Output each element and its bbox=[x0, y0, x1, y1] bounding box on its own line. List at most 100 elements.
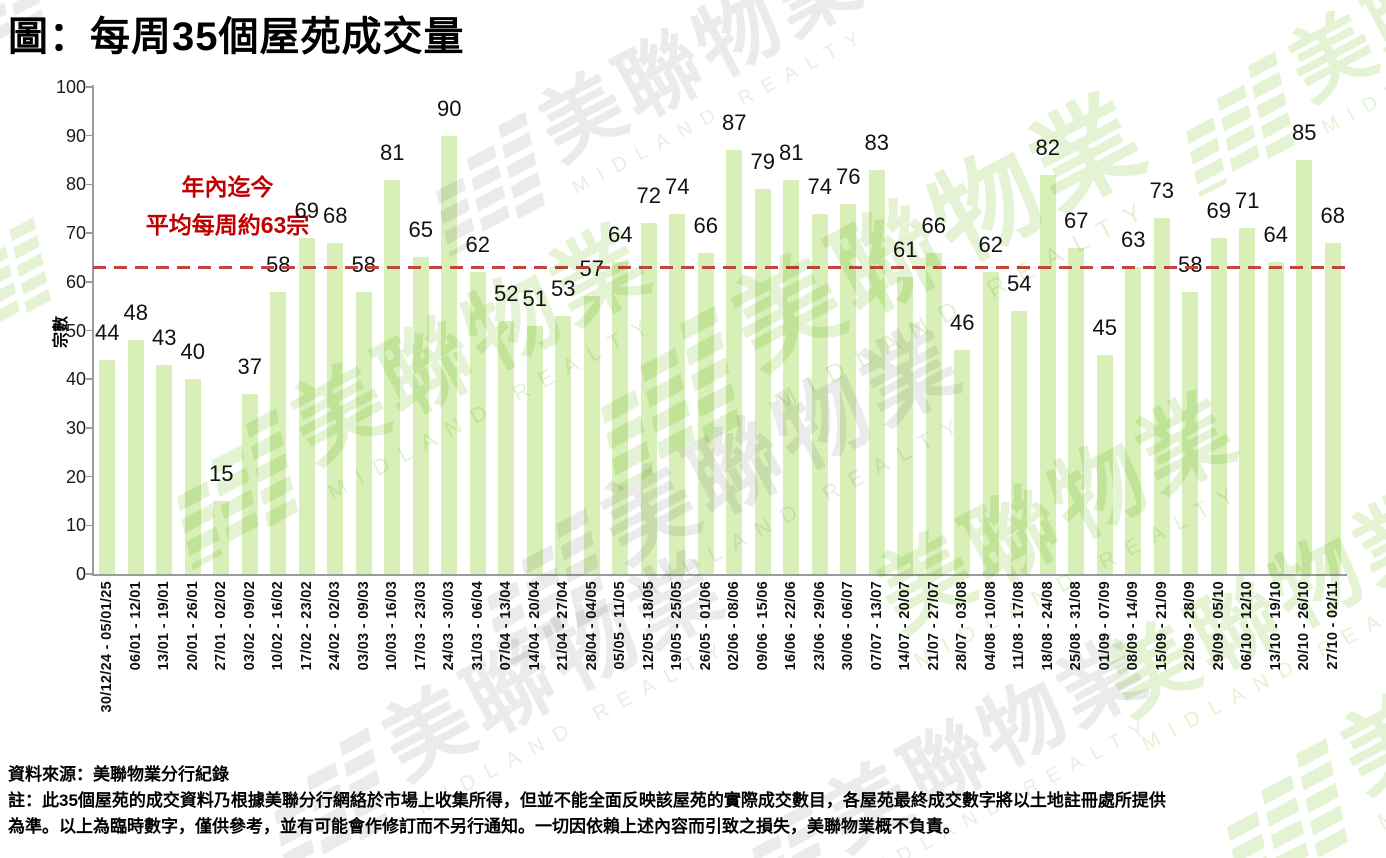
bar bbox=[384, 179, 401, 574]
y-tick bbox=[86, 573, 93, 575]
x-axis-label: 27/10 - 02/11 bbox=[1324, 581, 1341, 670]
y-tick-label: 80 bbox=[65, 174, 86, 195]
bar bbox=[355, 291, 372, 574]
bar bbox=[1324, 242, 1341, 574]
y-tick bbox=[86, 475, 93, 478]
bar bbox=[99, 359, 116, 574]
x-axis-label: 14/04 - 20/04 bbox=[526, 581, 543, 671]
bar bbox=[697, 252, 714, 574]
bar bbox=[868, 169, 885, 574]
bar-value-label: 58 bbox=[351, 251, 376, 277]
bar-value-label: 45 bbox=[1092, 314, 1117, 340]
bar-value-label: 66 bbox=[693, 212, 718, 238]
bar bbox=[640, 223, 657, 574]
bar bbox=[526, 325, 543, 574]
y-tick bbox=[86, 86, 93, 88]
x-axis-label: 25/08 - 31/08 bbox=[1068, 581, 1085, 671]
y-tick bbox=[86, 378, 93, 380]
bar-value-label: 44 bbox=[95, 319, 120, 345]
y-tick bbox=[86, 427, 93, 429]
x-axis-label: 12/05 - 18/05 bbox=[640, 581, 657, 671]
bar-value-label: 81 bbox=[380, 139, 405, 165]
x-axis-label: 30/06 - 06/07 bbox=[840, 581, 857, 671]
bar bbox=[555, 315, 572, 574]
x-axis-label: 17/02 - 23/02 bbox=[298, 581, 315, 671]
x-axis-label: 09/06 - 15/06 bbox=[754, 581, 771, 671]
x-axis-label: 28/04 - 04/05 bbox=[583, 581, 600, 671]
bar bbox=[1096, 354, 1113, 574]
x-axis-label: 15/09 - 21/09 bbox=[1153, 581, 1170, 671]
disclaimer-line1: 註：此35個屋苑的成交資料乃根據美聯分行網絡於市場上收集所得，但並不能全面反映該… bbox=[8, 791, 1166, 810]
y-tick-label: 30 bbox=[65, 417, 86, 438]
x-axis-label: 08/09 - 14/09 bbox=[1125, 581, 1142, 671]
x-axis-label: 21/07 - 27/07 bbox=[925, 581, 942, 671]
bar bbox=[1125, 267, 1142, 574]
bar bbox=[954, 349, 971, 574]
x-axis-label: 23/06 - 29/06 bbox=[811, 581, 828, 671]
x-axis-label: 31/03 - 06/04 bbox=[469, 581, 486, 671]
bar-value-label: 43 bbox=[152, 324, 177, 350]
bar bbox=[469, 272, 486, 574]
bar bbox=[925, 252, 942, 574]
bar-value-label: 68 bbox=[323, 202, 348, 228]
bar-value-label: 76 bbox=[836, 163, 861, 189]
y-tick bbox=[86, 329, 93, 332]
x-axis-label: 29/09 - 05/10 bbox=[1210, 581, 1227, 671]
bar bbox=[1011, 311, 1028, 574]
bar bbox=[1296, 160, 1313, 574]
bar bbox=[1153, 218, 1170, 574]
x-axis-label: 07/04 - 13/04 bbox=[498, 581, 515, 671]
x-axis-label: 02/06 - 08/06 bbox=[726, 581, 743, 671]
y-tick bbox=[86, 524, 93, 527]
y-tick-label: 20 bbox=[65, 466, 86, 487]
bar bbox=[156, 364, 173, 574]
x-axis-label: 06/10 - 12/10 bbox=[1239, 581, 1256, 671]
y-tick-label: 10 bbox=[65, 515, 86, 536]
x-axis-label: 17/03 - 23/03 bbox=[412, 581, 429, 671]
x-axis-label: 20/01 - 26/01 bbox=[184, 581, 201, 671]
x-axis-label: 19/05 - 25/05 bbox=[669, 581, 686, 671]
bar-value-label: 73 bbox=[1149, 178, 1174, 204]
x-axis-label: 13/10 - 19/10 bbox=[1267, 581, 1284, 671]
x-axis-label: 22/09 - 28/09 bbox=[1182, 581, 1199, 671]
bar-value-label: 69 bbox=[1206, 197, 1231, 223]
disclaimer-line2: 為準。以上為臨時數字，僅供參考，並有可能會作修訂而不另行通知。一切因依賴上述內容… bbox=[8, 817, 960, 836]
bar-value-label: 15 bbox=[209, 460, 234, 486]
x-axis-label: 10/02 - 16/02 bbox=[270, 581, 287, 671]
bar-value-label: 64 bbox=[1263, 222, 1288, 248]
x-axis-label: 18/08 - 24/08 bbox=[1039, 581, 1056, 671]
bar-value-label: 83 bbox=[864, 129, 889, 155]
bar-value-label: 90 bbox=[437, 95, 462, 121]
x-axis-label: 11/08 - 17/08 bbox=[1011, 581, 1028, 670]
bar bbox=[1239, 228, 1256, 574]
bar-value-label: 62 bbox=[465, 232, 490, 258]
x-axis-label: 27/01 - 02/02 bbox=[213, 581, 230, 671]
x-axis-label: 24/02 - 02/03 bbox=[327, 581, 344, 671]
bar-value-label: 54 bbox=[1007, 271, 1032, 297]
bar bbox=[1210, 237, 1227, 574]
bar bbox=[1068, 247, 1085, 574]
bar bbox=[241, 393, 258, 574]
bar-value-label: 58 bbox=[1178, 251, 1203, 277]
bar bbox=[612, 262, 629, 574]
bar-value-label: 79 bbox=[750, 149, 775, 175]
bar bbox=[441, 135, 458, 574]
bar-value-label: 62 bbox=[978, 232, 1003, 258]
x-axis-label: 21/04 - 27/04 bbox=[555, 581, 572, 671]
bar-value-label: 66 bbox=[921, 212, 946, 238]
bar-value-label: 52 bbox=[494, 280, 519, 306]
bar bbox=[412, 257, 429, 574]
bar bbox=[897, 276, 914, 574]
y-tick-label: 40 bbox=[65, 369, 86, 390]
bar-value-label: 72 bbox=[636, 183, 661, 209]
x-axis-label: 03/03 - 09/03 bbox=[355, 581, 372, 671]
x-axis-label: 26/05 - 01/06 bbox=[697, 581, 714, 671]
y-tick-label: 50 bbox=[65, 320, 86, 341]
x-axis-label: 03/02 - 09/02 bbox=[241, 581, 258, 671]
source-note: 資料來源：美聯物業分行紀錄 bbox=[8, 765, 229, 784]
average-line bbox=[93, 265, 1347, 269]
x-axis-label: 16/06 - 22/06 bbox=[783, 581, 800, 671]
bar-value-label: 63 bbox=[1121, 227, 1146, 253]
x-axis-label: 06/01 - 12/01 bbox=[127, 581, 144, 671]
x-axis-label: 14/07 - 20/07 bbox=[897, 581, 914, 671]
